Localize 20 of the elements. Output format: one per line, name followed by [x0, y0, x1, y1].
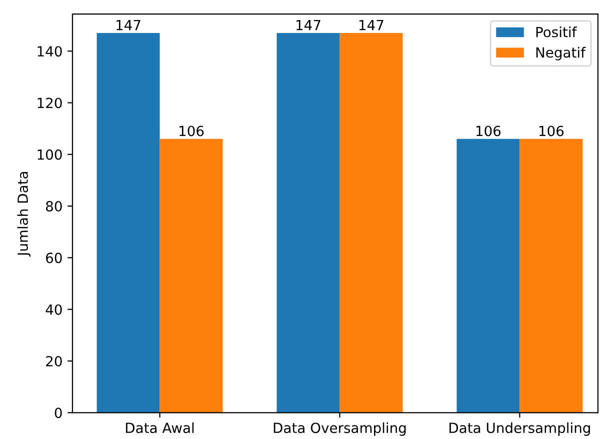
y-tick-label: 20 — [46, 356, 62, 366]
y-tick-label: 140 — [38, 46, 62, 57]
data-label: 106 — [180, 126, 204, 136]
data-label: 147 — [296, 20, 320, 30]
x-tick-label: Data Awal — [126, 422, 194, 434]
y-axis-title: Jumlah Data — [17, 172, 31, 257]
data-label: 147 — [359, 20, 384, 30]
y-tick-label: 100 — [38, 149, 62, 160]
x-tick-label: Data Oversampling — [274, 422, 406, 436]
x-tick-label: Data Undersampling — [450, 422, 590, 436]
legend-label: Positif — [536, 26, 577, 38]
data-label: 147 — [116, 20, 140, 30]
y-tick-label: 80 — [46, 201, 62, 212]
data-label: 106 — [539, 126, 564, 136]
data-label: 106 — [476, 126, 501, 136]
y-tick-label: 40 — [46, 304, 62, 315]
y-tick-label: 120 — [38, 98, 62, 108]
y-tick-label: 60 — [46, 252, 62, 264]
legend-label: Negatif — [536, 46, 586, 60]
y-tick-label: 0 — [54, 408, 62, 418]
